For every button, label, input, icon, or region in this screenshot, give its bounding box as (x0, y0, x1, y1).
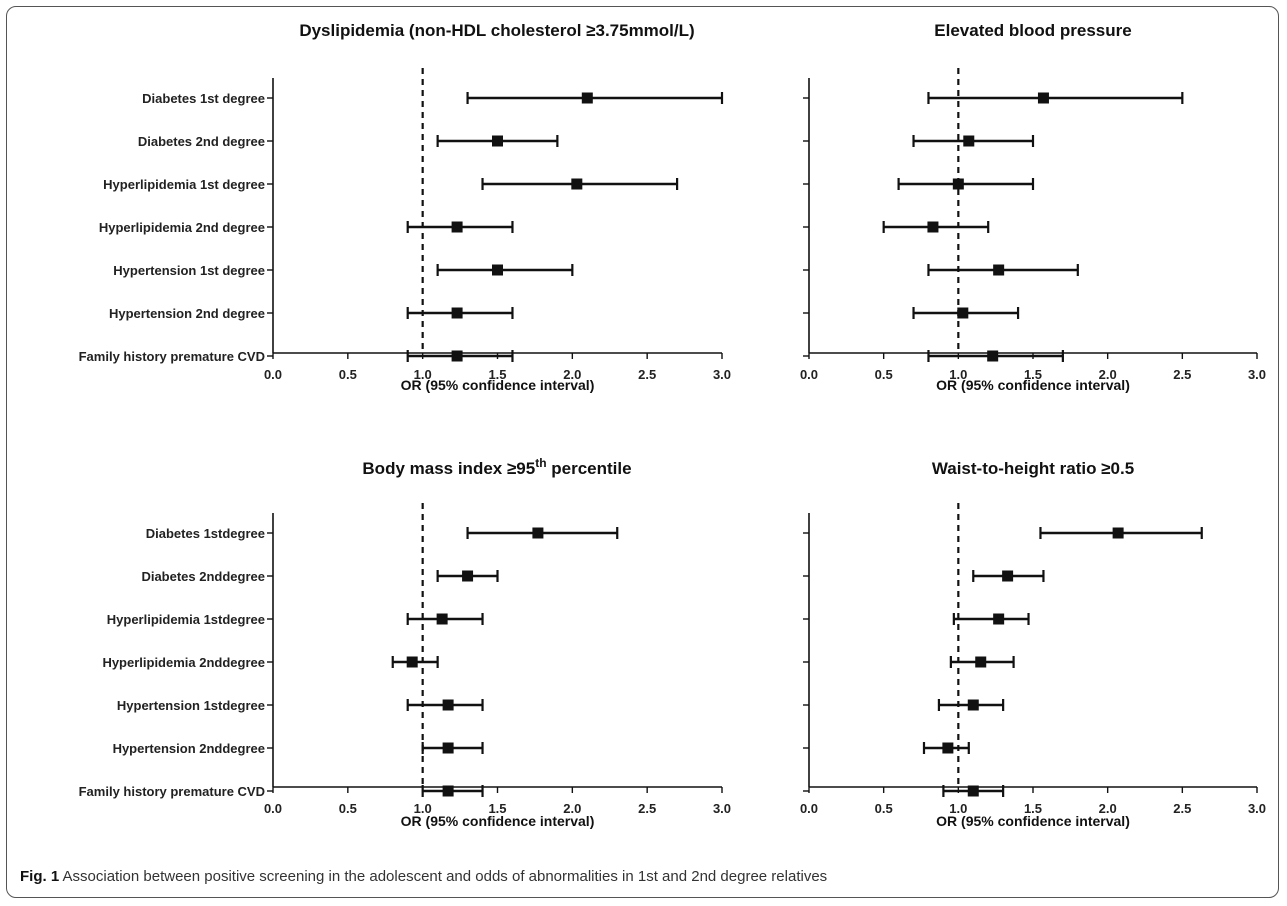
panel-title-text: Waist-to-height ratio ≥0.5 (932, 459, 1134, 478)
or-point (1112, 527, 1124, 539)
or-point (442, 785, 454, 797)
x-axis-label: OR (95% confidence interval) (936, 813, 1130, 829)
or-point (581, 92, 593, 104)
panel-title: Waist-to-height ratio ≥0.5 (932, 459, 1134, 478)
or-point (442, 699, 454, 711)
row-label: Hypertension 2nddegree (113, 741, 265, 756)
x-tick-label: 3.0 (1248, 801, 1266, 816)
or-point (406, 656, 418, 668)
or-point (993, 264, 1005, 276)
or-point (442, 742, 454, 754)
x-tick-label: 1.5 (488, 367, 506, 382)
or-point (1002, 570, 1014, 582)
row-label: Diabetes 2nddegree (141, 569, 265, 584)
panel-title: Body mass index ≥95th percentile (362, 456, 631, 478)
row-label: Hyperlipidemia 1st degree (103, 177, 265, 192)
or-point (451, 221, 463, 233)
x-tick-label: 2.5 (638, 367, 656, 382)
x-tick-label: 1.0 (414, 801, 432, 816)
x-tick-label: 2.0 (1099, 367, 1117, 382)
or-point (927, 221, 939, 233)
panel-title-superscript: th (535, 456, 546, 470)
row-label: Hypertension 1st degree (113, 263, 265, 278)
row-label: Family history premature CVD (79, 784, 265, 799)
or-point (436, 613, 448, 625)
x-tick-label: 1.5 (1024, 801, 1042, 816)
row-label: Hyperlipidemia 1stdegree (107, 612, 265, 627)
x-tick-label: 1.5 (488, 801, 506, 816)
x-tick-label: 0.5 (339, 801, 357, 816)
or-point (967, 699, 979, 711)
row-label: Diabetes 1st degree (142, 91, 265, 106)
x-axis-label: OR (95% confidence interval) (401, 377, 595, 393)
figure-caption: Fig. 1 Association between positive scre… (20, 868, 1270, 885)
or-point (451, 350, 463, 362)
row-label: Hyperlipidemia 2nd degree (99, 220, 265, 235)
caption-label: Fig. 1 (20, 868, 60, 885)
x-tick-label: 0.0 (264, 801, 282, 816)
panel-title-text: Elevated blood pressure (934, 21, 1131, 40)
or-point (975, 656, 987, 668)
x-tick-label: 2.0 (1099, 801, 1117, 816)
or-point (532, 527, 544, 539)
or-point (492, 135, 503, 147)
row-label: Hypertension 2nd degree (109, 306, 265, 321)
panel-title: Dyslipidemia (non-HDL cholesterol ≥3.75m… (299, 21, 694, 40)
row-label: Hyperlipidemia 2nddegree (102, 655, 265, 670)
x-tick-label: 0.0 (800, 367, 818, 382)
or-point (993, 613, 1005, 625)
x-tick-label: 1.5 (1024, 367, 1042, 382)
forest-panel-4: Waist-to-height ratio ≥0.5 0.0 0.5 1.0 1.5 2.… (800, 459, 1266, 829)
panel-title: Elevated blood pressure (934, 21, 1131, 40)
or-point (492, 264, 503, 276)
panel-title-suffix: percentile (547, 459, 632, 478)
x-tick-label: 1.0 (949, 801, 967, 816)
forest-panel-3: Body mass index ≥95th percentile 0.0 0.5 1.… (79, 456, 731, 829)
x-tick-label: 0.0 (264, 367, 282, 382)
x-tick-label: 2.0 (563, 801, 581, 816)
panel-title-text: Dyslipidemia (non-HDL cholesterol ≥3.75m… (299, 21, 694, 40)
forest-panel-1: Dyslipidemia (non-HDL cholesterol ≥3.75m… (79, 21, 731, 393)
or-point (987, 350, 999, 362)
or-point (462, 570, 474, 582)
or-point (963, 135, 975, 147)
x-tick-label: 1.0 (414, 367, 432, 382)
or-point (952, 178, 964, 190)
x-tick-label: 2.5 (638, 801, 656, 816)
x-tick-label: 2.5 (1173, 801, 1191, 816)
or-point (942, 742, 954, 754)
x-tick-label: 0.5 (875, 367, 893, 382)
or-point (571, 178, 583, 190)
row-label: Diabetes 2nd degree (138, 134, 265, 149)
or-point (957, 307, 969, 319)
figure-frame (6, 6, 1279, 898)
row-label: Hypertension 1stdegree (117, 698, 265, 713)
x-tick-label: 0.5 (339, 367, 357, 382)
x-tick-label: 2.5 (1173, 367, 1191, 382)
x-axis-label: OR (95% confidence interval) (401, 813, 595, 829)
or-point (967, 785, 979, 797)
x-tick-label: 3.0 (1248, 367, 1266, 382)
x-tick-label: 2.0 (563, 367, 581, 382)
x-tick-label: 0.0 (800, 801, 818, 816)
forest-panel-2: Elevated blood pressure 0.0 0.5 1.0 1.5 2.0 2.… (800, 21, 1266, 393)
x-tick-label: 3.0 (713, 801, 731, 816)
caption-text: Association between positive screening i… (62, 868, 828, 885)
row-label: Family history premature CVD (79, 349, 265, 364)
x-axis-label: OR (95% confidence interval) (936, 377, 1130, 393)
or-point (451, 307, 463, 319)
panel-title-text: Body mass index ≥95 (362, 459, 535, 478)
x-tick-label: 0.5 (875, 801, 893, 816)
row-label: Diabetes 1stdegree (146, 526, 265, 541)
x-tick-label: 3.0 (713, 367, 731, 382)
x-tick-label: 1.0 (949, 367, 967, 382)
or-point (1037, 92, 1049, 104)
